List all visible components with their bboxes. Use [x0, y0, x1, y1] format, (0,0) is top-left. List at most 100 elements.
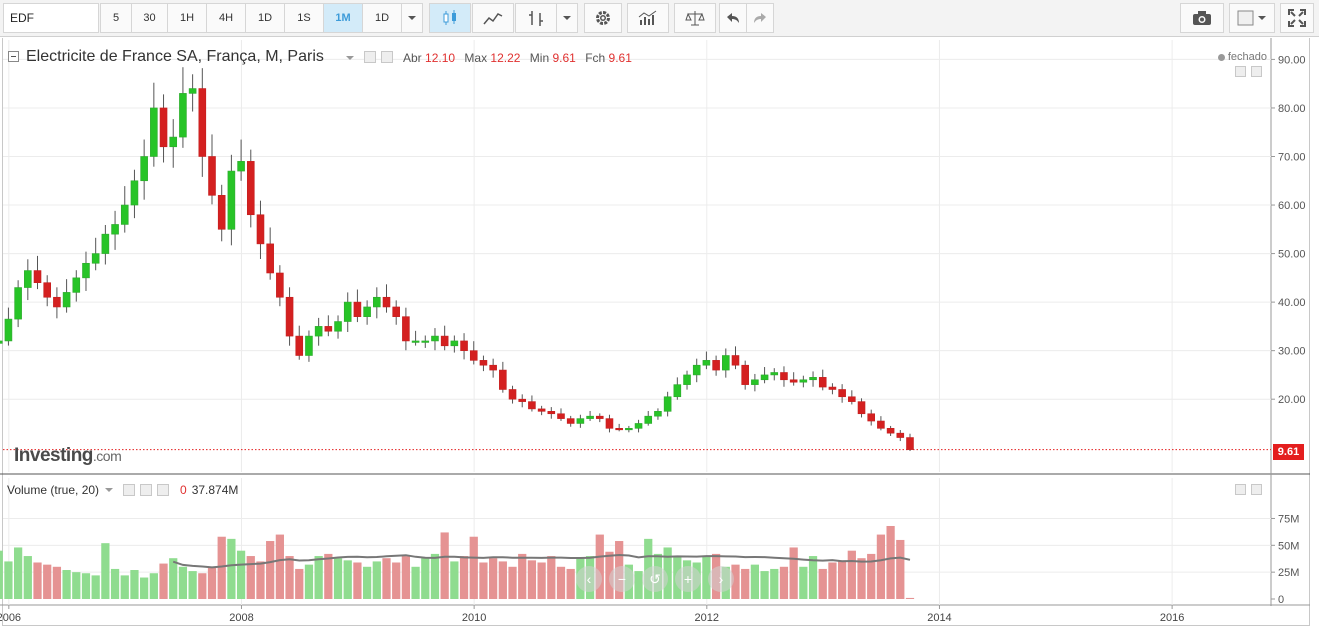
candle: [460, 333, 468, 360]
candle-body: [586, 415, 594, 419]
color-picker-button[interactable]: [1229, 3, 1275, 33]
screenshot-button[interactable]: [1180, 3, 1224, 33]
volume-title: Volume (true, 20): [7, 483, 99, 497]
candle-body: [450, 340, 459, 347]
candle: [43, 275, 51, 307]
volume-eye-icon[interactable]: [123, 484, 135, 496]
candle: [256, 200, 265, 260]
candle-body: [373, 296, 381, 308]
candle: [411, 330, 420, 346]
interval-dropdown-button[interactable]: [401, 3, 423, 33]
candle-body: [91, 253, 100, 264]
settings-button[interactable]: [584, 3, 622, 33]
volume-bar: [188, 571, 197, 599]
redo-button[interactable]: [746, 3, 774, 33]
market-status: fechado: [1217, 51, 1267, 63]
settings-small-icon[interactable]: [381, 51, 393, 63]
move-down-icon[interactable]: [1251, 66, 1262, 77]
volume-bar: [0, 550, 3, 599]
reset-icon[interactable]: ↺: [642, 566, 668, 592]
candle-body: [692, 364, 701, 376]
scroll-right-icon[interactable]: ›: [708, 566, 734, 592]
candle-body: [43, 282, 51, 298]
volume-bar: [140, 577, 149, 599]
move-up-icon[interactable]: [1235, 66, 1246, 77]
collapse-series-button[interactable]: [8, 51, 19, 62]
interval-5-button[interactable]: 5: [100, 3, 132, 33]
volume-bar: [362, 566, 372, 599]
candle: [295, 325, 304, 360]
interval-1m-button[interactable]: 1M: [323, 3, 363, 33]
candle: [586, 410, 594, 421]
candle-body: [838, 389, 846, 398]
candle-body: [421, 340, 430, 343]
candle: [33, 255, 42, 290]
candle-body: [877, 420, 885, 429]
chevron-down-icon[interactable]: [105, 488, 113, 493]
interval-30-button[interactable]: 30: [131, 3, 168, 33]
volume-close-icon[interactable]: [157, 484, 169, 496]
symbol-input[interactable]: [3, 3, 99, 33]
eye-icon[interactable]: [364, 51, 376, 63]
chart-style-dropdown-button[interactable]: [556, 3, 578, 33]
interval-1s-button[interactable]: 1S: [284, 3, 324, 33]
undo-button[interactable]: [719, 3, 747, 33]
volume-settings-icon[interactable]: [140, 484, 152, 496]
volume-bar: [236, 550, 246, 599]
interval-4h-button[interactable]: 4H: [206, 3, 246, 33]
candle-body: [770, 372, 779, 376]
candle: [877, 416, 885, 431]
candle: [644, 410, 653, 426]
candlestick-button[interactable]: [429, 3, 471, 33]
candle-body: [576, 418, 585, 424]
volume-bar: [275, 534, 284, 599]
grid-layer: [0, 38, 1310, 606]
candle: [576, 414, 585, 428]
interval-1d-button[interactable]: 1D: [245, 3, 285, 33]
candle: [634, 419, 643, 433]
volume-bar: [43, 564, 52, 599]
bar-style-button[interactable]: [515, 3, 557, 33]
candle: [343, 292, 352, 333]
open-label: Abr: [403, 51, 422, 65]
indicators-button[interactable]: [627, 3, 669, 33]
candle-body: [663, 396, 672, 412]
candle-body: [179, 93, 187, 138]
close-value: 9.61: [608, 51, 632, 65]
volume-bar: [741, 568, 750, 599]
candle: [528, 395, 536, 412]
candle: [605, 414, 614, 433]
scroll-left-icon[interactable]: ‹: [576, 566, 602, 592]
volume-move-up-icon[interactable]: [1235, 484, 1246, 495]
line-chart-button[interactable]: [472, 3, 514, 33]
candle: [566, 415, 575, 427]
candle-body: [479, 360, 488, 366]
candle: [731, 346, 740, 370]
zoom-in-icon[interactable]: +: [675, 566, 701, 592]
volume-bar: [556, 566, 566, 599]
volume-tick-label: 75M: [1278, 513, 1299, 525]
candle: [188, 74, 197, 112]
volume-bar: [23, 556, 32, 599]
candle: [760, 367, 769, 384]
volume-bar: [896, 539, 905, 599]
candle: [770, 368, 779, 381]
volume-move-down-icon[interactable]: [1251, 484, 1262, 495]
compare-button[interactable]: [674, 3, 716, 33]
interval-custom-button[interactable]: 1D: [362, 3, 402, 33]
candle-body: [712, 360, 720, 371]
volume-bar: [159, 563, 168, 599]
candle: [789, 372, 798, 386]
candle: [363, 300, 371, 325]
time-tick-label: 2008: [229, 612, 253, 624]
zoom-out-icon[interactable]: −: [609, 566, 635, 592]
volume-bar: [324, 553, 333, 599]
chevron-down-icon[interactable]: [346, 56, 354, 61]
candle: [489, 358, 497, 378]
fullscreen-button[interactable]: [1280, 3, 1314, 33]
candle-body: [518, 398, 527, 402]
candle-body: [314, 326, 323, 337]
candle-body: [4, 318, 13, 342]
interval-1h-button[interactable]: 1H: [167, 3, 207, 33]
